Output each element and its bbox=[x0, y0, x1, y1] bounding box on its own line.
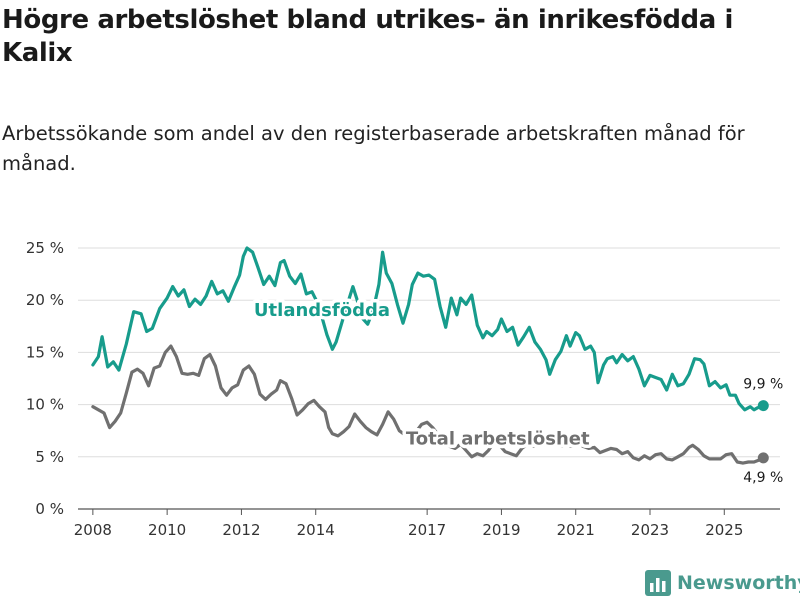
x-tick-label: 2025 bbox=[705, 521, 743, 539]
y-tick-label: 10 % bbox=[26, 396, 64, 414]
y-tick-label: 15 % bbox=[26, 343, 64, 361]
series-end-point bbox=[757, 400, 769, 412]
series-end-label: 4,9 % bbox=[743, 470, 783, 486]
series-end-point bbox=[757, 452, 769, 464]
x-tick-label: 2021 bbox=[557, 521, 595, 539]
page-title: Högre arbetslöshet bland utrikes- än inr… bbox=[2, 5, 734, 68]
line-chart: 0 % 5 % 10 % 15 % 20 % 25 % 2008 2010 2012 2014 20… bbox=[26, 239, 783, 539]
brand: Newsworthy bbox=[645, 570, 800, 596]
y-tick-label: 0 % bbox=[35, 500, 64, 518]
brand-name: Newsworthy bbox=[677, 572, 800, 594]
series-label-total: Total arbetslöshet bbox=[406, 428, 590, 449]
x-tick-label: 2023 bbox=[631, 521, 669, 539]
y-tick-label: 5 % bbox=[35, 448, 64, 466]
x-tick-label: 2017 bbox=[408, 521, 446, 539]
series-label-utlandsfodda: Utlandsfödda bbox=[254, 300, 390, 321]
page-subtitle: Arbetssökande som andel av den registerb… bbox=[2, 122, 745, 175]
x-tick-label: 2008 bbox=[74, 521, 112, 539]
x-tick-label: 2019 bbox=[482, 521, 520, 539]
x-tick-label: 2014 bbox=[297, 521, 335, 539]
x-tick-label: 2012 bbox=[222, 521, 260, 539]
y-tick-label: 25 % bbox=[26, 239, 64, 257]
series-line-utlandsfodda bbox=[91, 246, 765, 412]
x-tick-label: 2010 bbox=[148, 521, 186, 539]
series-line-total bbox=[91, 344, 765, 465]
series-end-label: 9,9 % bbox=[743, 377, 783, 393]
bar-chart-logo-icon bbox=[645, 570, 671, 596]
y-tick-label: 20 % bbox=[26, 291, 64, 309]
